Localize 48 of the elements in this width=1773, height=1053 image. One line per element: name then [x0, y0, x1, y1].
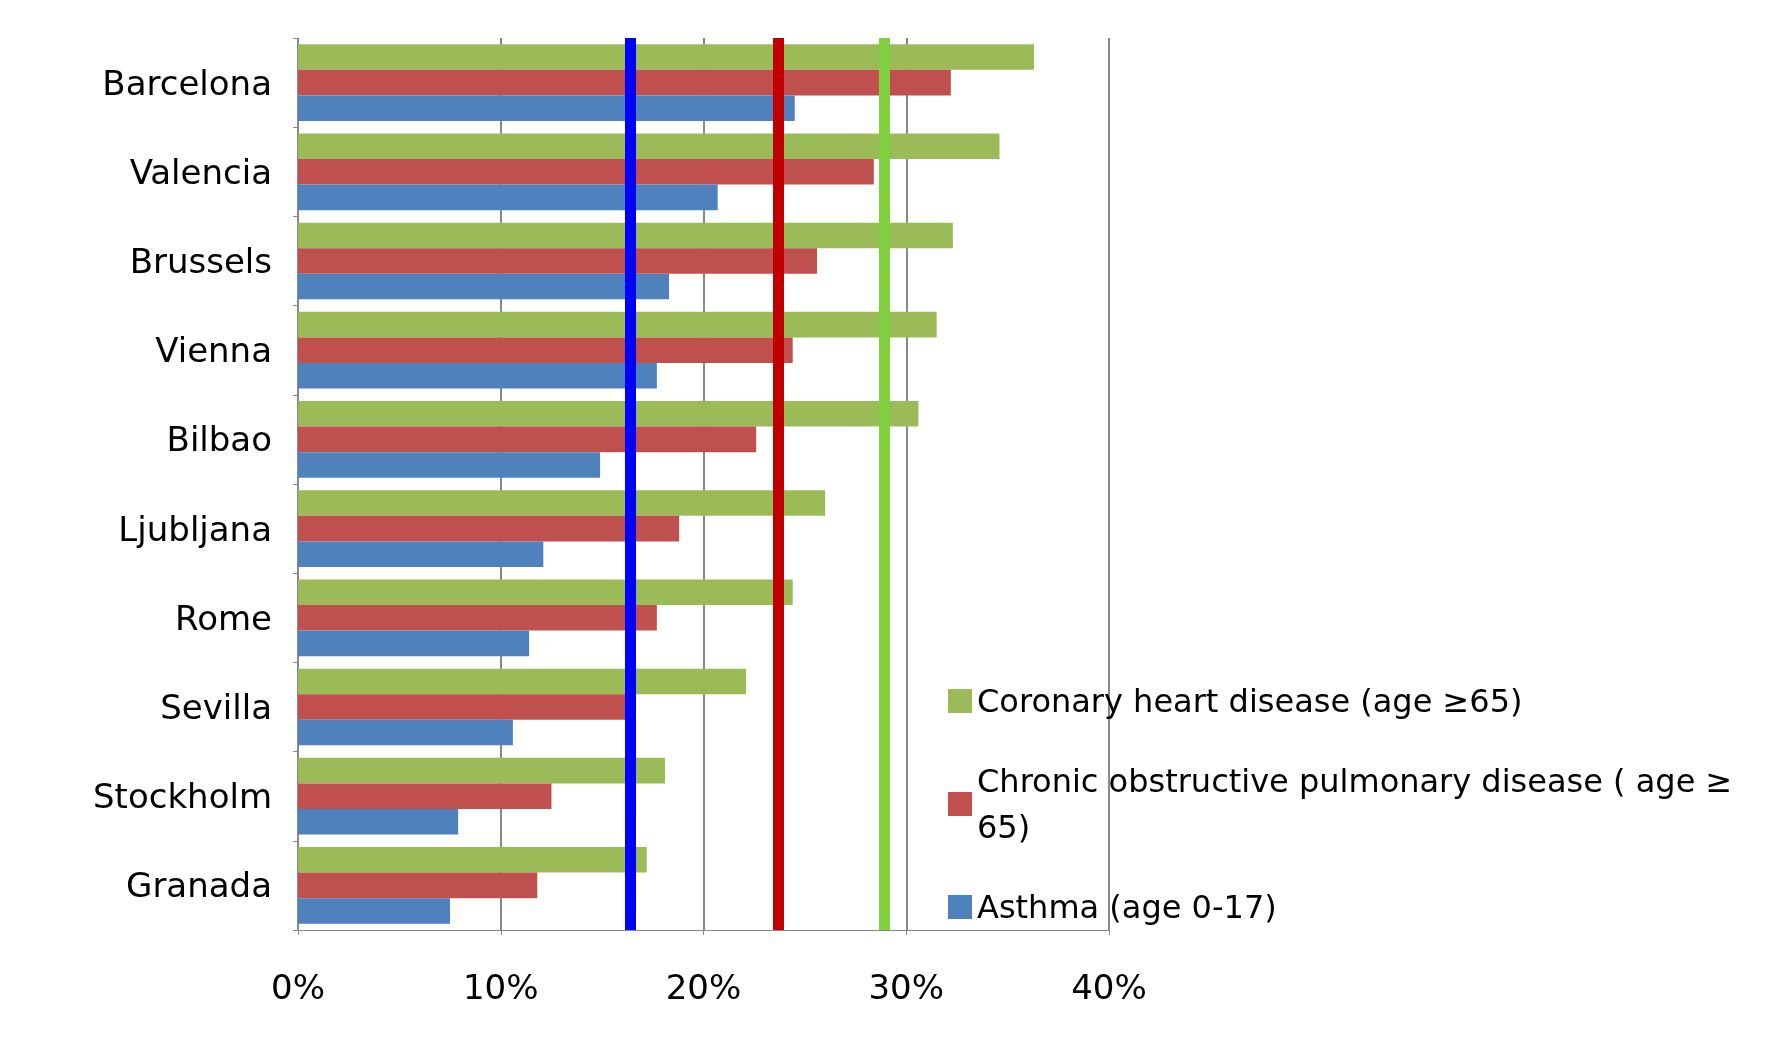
bar [298, 757, 665, 784]
bar [298, 95, 795, 121]
y-tick-label: Vienna [155, 330, 272, 371]
bar [298, 872, 538, 899]
bar [298, 783, 552, 809]
bar [298, 362, 657, 389]
y-tick-label: Valencia [129, 151, 272, 192]
x-tick-label: 40% [1071, 967, 1147, 1007]
bar [298, 273, 670, 300]
y-tick-label: Rome [175, 597, 272, 638]
bar [298, 541, 544, 567]
bar [298, 337, 793, 363]
bar [298, 401, 919, 427]
bar [298, 452, 601, 478]
legend-label: Coronary heart disease (age ≥65) [977, 682, 1523, 720]
bar [298, 808, 459, 835]
bar [298, 668, 747, 695]
bar [298, 719, 513, 746]
bar [298, 579, 793, 606]
bar [298, 44, 1034, 70]
x-tick-label: 20% [665, 967, 742, 1007]
x-tick-label: 30% [868, 967, 945, 1007]
bar [298, 515, 680, 542]
bar [298, 426, 757, 453]
y-tick-label: Bilbao [166, 419, 272, 460]
legend-label: Asthma (age 0-17) [977, 888, 1277, 926]
y-tick-label: Stockholm [92, 776, 272, 817]
y-tick-label: Granada [126, 865, 272, 906]
legend-label: Chronic obstructive pulmonary disease ( age ≥65) [977, 762, 1733, 846]
bar [298, 248, 818, 274]
x-tick-label: 0% [271, 967, 325, 1007]
bar [298, 133, 1000, 160]
y-tick-label: Barcelona [102, 62, 272, 103]
bar [298, 694, 627, 720]
y-tick-label: Brussels [129, 241, 272, 281]
bar [298, 222, 953, 249]
bar [298, 898, 451, 924]
x-tick-label: 10% [462, 967, 539, 1007]
bar [298, 69, 951, 96]
bar [298, 847, 647, 873]
y-tick-label: Sevilla [160, 687, 272, 727]
bar [298, 184, 718, 211]
bar [298, 311, 937, 338]
bar [298, 159, 874, 185]
y-tick-label: Ljubljana [118, 508, 272, 549]
bar [298, 490, 826, 516]
bar [298, 630, 530, 657]
bar [298, 605, 657, 631]
